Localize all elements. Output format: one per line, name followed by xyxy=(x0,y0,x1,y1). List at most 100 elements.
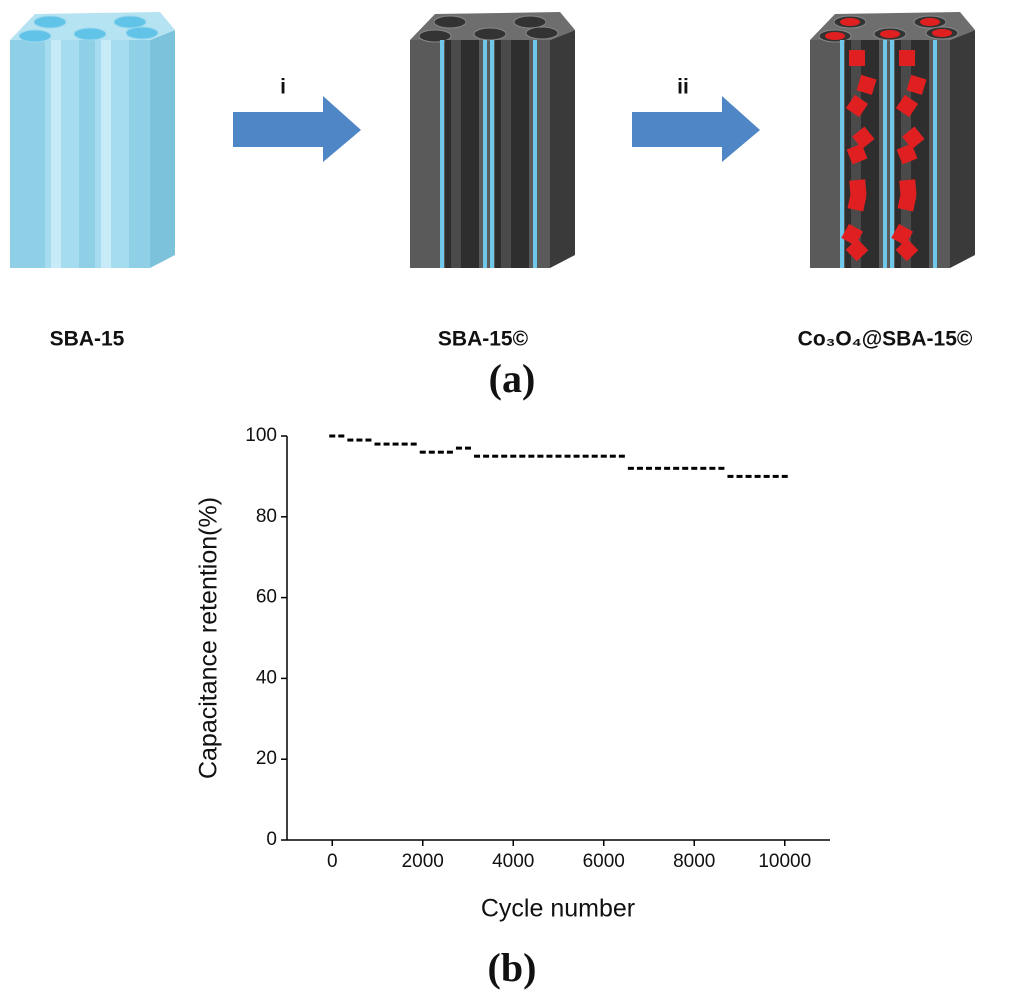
particle xyxy=(899,50,915,66)
pore-fill xyxy=(825,32,845,40)
pore xyxy=(433,15,467,29)
pore-fill xyxy=(920,18,940,26)
channel xyxy=(445,40,479,268)
pore xyxy=(418,29,452,43)
panel-label: (b) xyxy=(488,945,537,990)
point xyxy=(636,466,643,470)
point xyxy=(618,454,625,458)
pore xyxy=(18,29,52,43)
y-tick-label: 20 xyxy=(256,748,277,769)
channel xyxy=(95,40,129,268)
pore-fill xyxy=(932,29,952,37)
x-tick-label: 8000 xyxy=(673,851,715,872)
channel-shade xyxy=(501,40,511,268)
particle xyxy=(906,74,927,95)
wall xyxy=(883,40,887,268)
particle xyxy=(902,126,925,150)
wall xyxy=(483,40,487,268)
wall xyxy=(890,40,894,268)
pore xyxy=(33,15,67,29)
point xyxy=(410,442,417,446)
point xyxy=(691,466,698,470)
x-tick-label: 0 xyxy=(327,851,338,872)
point xyxy=(564,454,571,458)
particle xyxy=(856,74,877,95)
pore xyxy=(525,26,559,40)
particle xyxy=(897,192,917,212)
channel xyxy=(45,40,79,268)
channel-shade xyxy=(101,40,111,268)
pore xyxy=(73,27,107,41)
pore-fill xyxy=(880,30,900,38)
pore-fill xyxy=(840,18,860,26)
pore xyxy=(113,15,147,29)
point xyxy=(338,434,345,438)
point xyxy=(347,438,354,442)
particle xyxy=(849,179,867,197)
channel-shade xyxy=(451,40,461,268)
point xyxy=(374,442,381,446)
x-tick-label: 2000 xyxy=(402,851,444,872)
material-label: SBA-15 xyxy=(50,328,125,351)
y-axis-label: Capacitance retention(%) xyxy=(195,497,223,779)
point xyxy=(483,454,490,458)
point xyxy=(736,474,743,478)
wall xyxy=(533,40,537,268)
point xyxy=(419,450,426,454)
particle xyxy=(847,192,867,212)
point xyxy=(718,466,725,470)
wall xyxy=(440,40,444,268)
channel xyxy=(495,40,529,268)
x-tick-label: 4000 xyxy=(492,851,534,872)
point xyxy=(546,454,553,458)
x-tick-label: 10000 xyxy=(758,851,811,872)
point xyxy=(329,434,336,438)
y-tick-label: 0 xyxy=(266,829,277,850)
point xyxy=(655,466,662,470)
y-tick-label: 60 xyxy=(256,587,277,608)
prism-side xyxy=(550,30,575,268)
x-axis-label: Cycle number xyxy=(481,895,635,923)
point xyxy=(582,454,589,458)
channel-shade xyxy=(51,40,61,268)
point xyxy=(591,454,598,458)
y-tick-label: 100 xyxy=(245,425,277,446)
point xyxy=(781,474,788,478)
particle xyxy=(899,179,917,197)
point xyxy=(627,466,634,470)
particle xyxy=(896,143,918,165)
point xyxy=(700,466,707,470)
particle xyxy=(852,126,875,150)
pore xyxy=(513,15,547,29)
point xyxy=(510,454,517,458)
wall xyxy=(933,40,937,268)
point xyxy=(646,466,652,470)
point xyxy=(664,466,671,470)
point xyxy=(492,454,499,458)
point xyxy=(428,450,435,454)
particle xyxy=(895,94,919,118)
point xyxy=(537,454,544,458)
pore xyxy=(125,26,159,40)
point xyxy=(709,466,716,470)
point xyxy=(365,438,372,442)
point xyxy=(455,446,462,450)
particle xyxy=(845,94,869,118)
y-tick-label: 80 xyxy=(256,506,277,527)
wall xyxy=(840,40,844,268)
point xyxy=(682,466,689,470)
particle xyxy=(846,143,868,165)
material-label: SBA-15© xyxy=(438,328,529,351)
particle xyxy=(845,238,869,262)
point xyxy=(446,450,453,454)
point xyxy=(401,442,408,446)
point xyxy=(519,454,526,458)
y-tick-label: 40 xyxy=(256,667,277,688)
point xyxy=(474,454,481,458)
point xyxy=(437,450,444,454)
point xyxy=(745,474,752,478)
particle xyxy=(895,238,919,262)
x-tick-label: 6000 xyxy=(583,851,625,872)
point xyxy=(600,454,607,458)
